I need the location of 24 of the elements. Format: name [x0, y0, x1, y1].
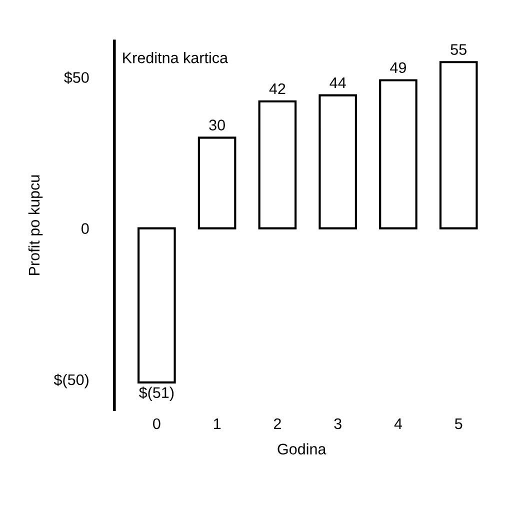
bar: [198, 136, 236, 230]
x-tick-label: 1: [214, 418, 221, 430]
x-tick-label: 3: [334, 418, 342, 430]
y-tick-label: $(50): [54, 374, 88, 388]
text: Kreditna kartica: [123, 52, 228, 64]
bar: [138, 227, 176, 384]
bar: [258, 100, 297, 230]
bar: [439, 61, 478, 230]
y-axis-title: Profit po kupcu: [28, 175, 43, 275]
data-label: 49: [390, 62, 406, 74]
x-axis-title: Godina: [278, 443, 326, 455]
data-label: 42: [269, 83, 286, 94]
x-tick-label: 2: [274, 418, 281, 430]
x-tick-label: 0: [153, 418, 160, 430]
bar: [379, 79, 418, 230]
y-tick-label: $50: [64, 71, 89, 84]
data-label: 55: [450, 44, 466, 55]
x-tick-label: 5: [454, 418, 462, 430]
data-label: 30: [209, 120, 225, 130]
y-tick-label: 0: [82, 223, 89, 234]
bar: [318, 94, 357, 230]
data-label: $(51): [139, 386, 174, 402]
data-label: 44: [330, 78, 346, 88]
x-tick-label: 4: [394, 418, 402, 430]
